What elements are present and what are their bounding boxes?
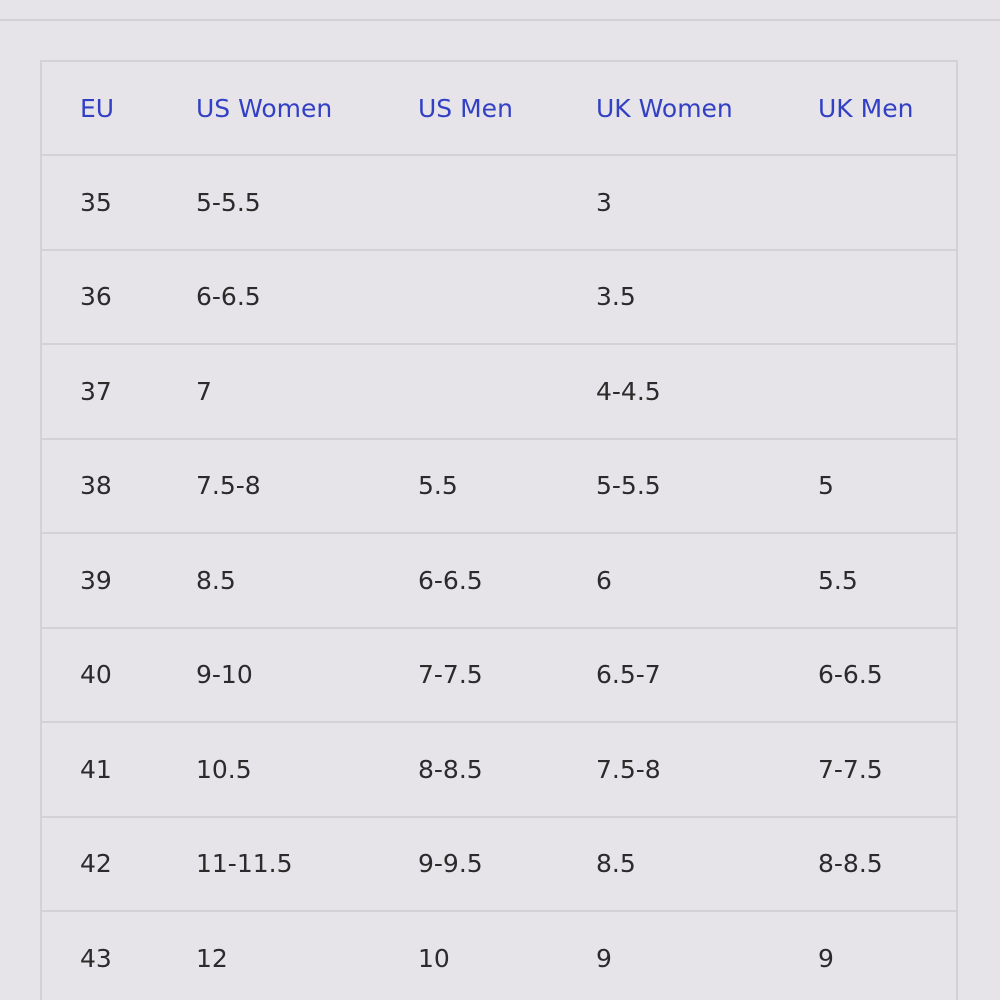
table-cell: 7.5-8 <box>196 471 261 501</box>
table-row: 35 5-5.5 3 <box>42 156 956 251</box>
table-cell: 12 <box>196 943 228 973</box>
column-header: EU <box>80 93 115 123</box>
divider <box>0 19 1000 21</box>
table-cell: 5 <box>818 471 834 501</box>
table-cell: 7-7.5 <box>418 660 483 690</box>
table-cell: 10 <box>418 943 450 973</box>
table-cell: 7 <box>196 376 212 406</box>
table-cell: 9-10 <box>196 660 253 690</box>
table-cell: 6.5-7 <box>596 660 661 690</box>
table-row: 40 9-10 7-7.5 6.5-7 6-6.5 <box>42 629 956 723</box>
table-cell: 8-8.5 <box>418 754 483 784</box>
table-row: 39 8.5 6-6.5 6 5.5 <box>42 534 956 629</box>
table-row: 38 7.5-8 5.5 5-5.5 5 <box>42 440 956 534</box>
table-cell: 10.5 <box>196 754 252 784</box>
table-cell: 7-7.5 <box>818 754 883 784</box>
table-cell: 8.5 <box>596 849 636 879</box>
column-header: UK Men <box>818 93 914 123</box>
table-cell: 6-6.5 <box>418 565 483 595</box>
table-cell: 6 <box>596 565 612 595</box>
table-cell: 40 <box>80 660 112 690</box>
header-row: EU US Women US Men UK Women UK Men <box>42 62 956 156</box>
size-table: EU US Women US Men UK Women UK Men 35 5-5.5 3 36… <box>40 60 958 1000</box>
table-cell: 5-5.5 <box>596 471 661 501</box>
table-cell: 4-4.5 <box>596 376 661 406</box>
table-cell: 11-11.5 <box>196 849 293 879</box>
table-cell: 41 <box>80 754 112 784</box>
table-cell: 43 <box>80 943 112 973</box>
column-header: US Women <box>196 93 333 123</box>
table-cell: 9-9.5 <box>418 849 483 879</box>
table-cell: 5.5 <box>418 471 458 501</box>
table-cell: 36 <box>80 282 112 312</box>
table-cell: 9 <box>596 943 612 973</box>
table-row: 36 6-6.5 3.5 <box>42 251 956 345</box>
table-cell: 5-5.5 <box>196 187 261 217</box>
column-header: US Men <box>418 93 513 123</box>
table-cell: 9 <box>818 943 834 973</box>
table-cell: 7.5-8 <box>596 754 661 784</box>
table-cell: 42 <box>80 849 112 879</box>
table-cell: 5.5 <box>818 565 858 595</box>
table-cell: 35 <box>80 187 112 217</box>
table-cell: 38 <box>80 471 112 501</box>
table-cell: 8.5 <box>196 565 236 595</box>
column-header: UK Women <box>596 93 733 123</box>
table-cell: 39 <box>80 565 112 595</box>
table-cell: 3.5 <box>596 282 636 312</box>
table-cell: 6-6.5 <box>196 282 261 312</box>
table-cell: 37 <box>80 376 112 406</box>
table-row: 41 10.5 8-8.5 7.5-8 7-7.5 <box>42 723 956 818</box>
table-cell: 6-6.5 <box>818 660 883 690</box>
table-row: 37 7 4-4.5 <box>42 345 956 440</box>
table-row: 43 12 10 9 9 <box>42 912 956 1000</box>
table-cell: 8-8.5 <box>818 849 883 879</box>
table-row: 42 11-11.5 9-9.5 8.5 8-8.5 <box>42 818 956 912</box>
table-cell: 3 <box>596 187 612 217</box>
